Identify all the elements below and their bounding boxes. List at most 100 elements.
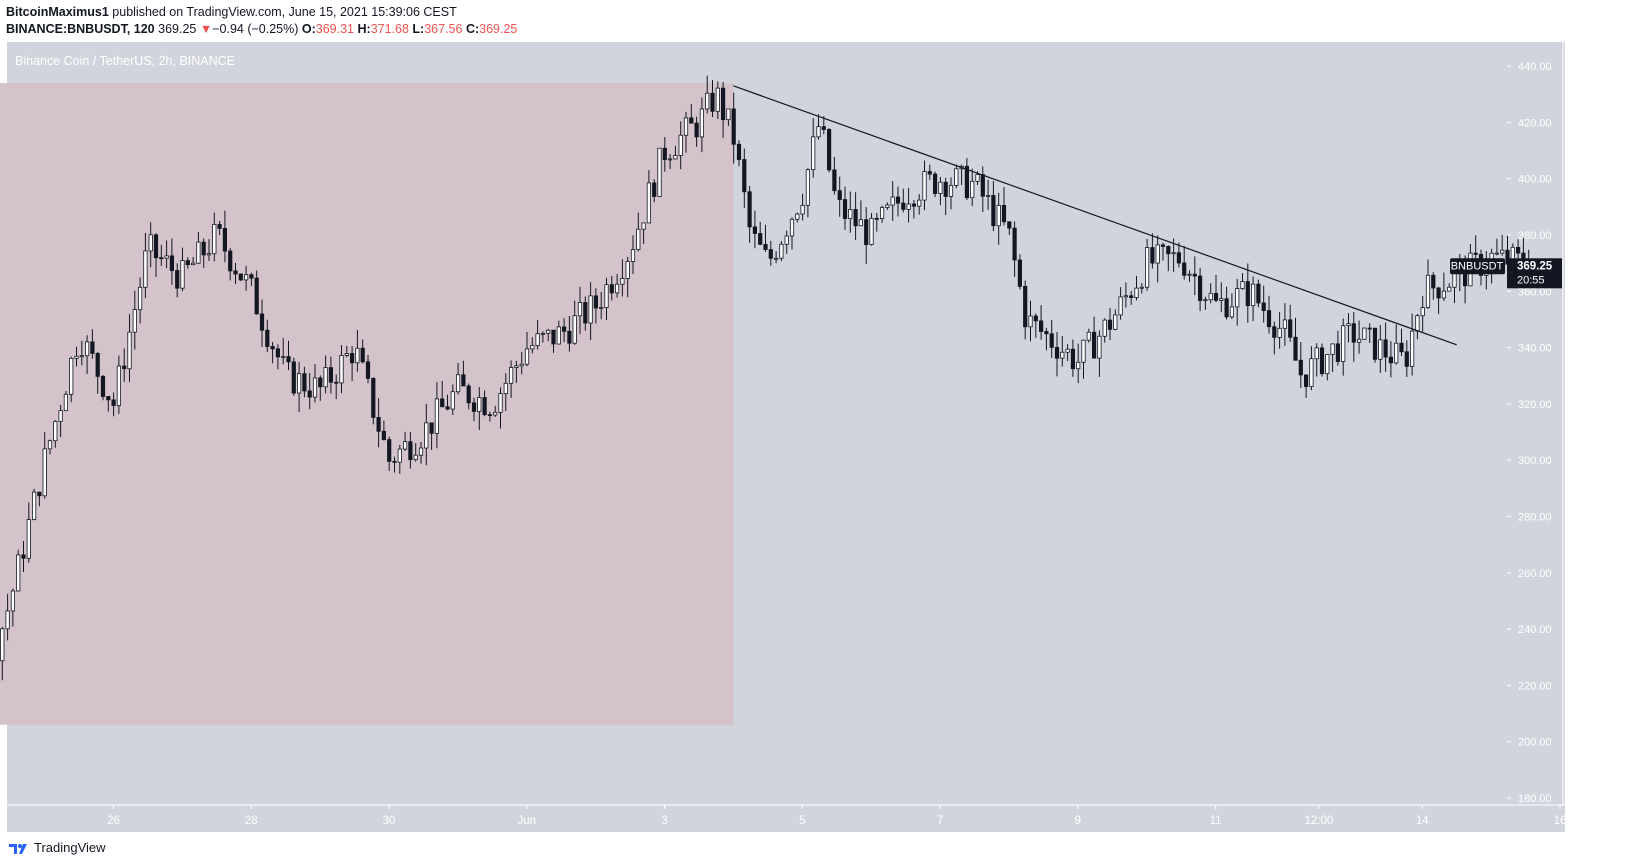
candle-body (1160, 244, 1166, 247)
candle-body (678, 134, 683, 156)
candle-body (355, 347, 360, 364)
candle-body (1500, 249, 1505, 254)
candle-body (1346, 323, 1351, 327)
high-label: H: (357, 22, 371, 36)
x-tick-label: 14 (1416, 815, 1429, 827)
author-name[interactable]: BitcoinMaximus1 (6, 5, 109, 19)
candle-body (1516, 246, 1521, 254)
candle-body (296, 373, 302, 394)
candle-body (1367, 327, 1372, 330)
candle-body (800, 204, 805, 215)
candle-body (795, 213, 800, 220)
candle-body (69, 357, 74, 395)
descending-trendline (733, 85, 1457, 346)
candle-body (1134, 287, 1139, 298)
candle-body (1447, 286, 1452, 292)
candle-body (1166, 246, 1171, 255)
candle-body (175, 270, 180, 289)
candle-body (349, 353, 355, 364)
candle-body (1378, 339, 1383, 360)
candle-body (1335, 343, 1340, 362)
candle-body (1399, 342, 1404, 353)
candle-body (1076, 361, 1081, 370)
candle-body (1070, 348, 1075, 370)
candle-body (789, 218, 795, 237)
x-tick-label: 3 (661, 815, 667, 827)
candle-body (1404, 351, 1409, 367)
candle-body (1224, 298, 1229, 318)
candle-body (291, 361, 296, 394)
change-value: −0.94 (−0.25%) (212, 22, 299, 36)
candle-body (5, 610, 10, 630)
candle-body (736, 143, 742, 160)
candle-body (1060, 351, 1065, 359)
highlight-zone (0, 83, 734, 725)
candle-body (853, 209, 858, 227)
candle-body (620, 278, 625, 285)
candle-body (556, 326, 561, 345)
candle-body (79, 355, 84, 358)
candle-body (1023, 285, 1028, 328)
x-tick-label: 28 (245, 815, 258, 827)
candle-body (837, 190, 842, 200)
candle-body (530, 345, 535, 350)
candle-body (387, 439, 392, 462)
candle-body (1113, 314, 1118, 330)
candle-body (206, 253, 212, 256)
candle-body (742, 159, 747, 193)
candle-body (445, 406, 450, 410)
candle-body (1282, 319, 1287, 329)
candle-body (1049, 333, 1054, 348)
candle-body (413, 454, 418, 461)
close-value: 369.25 (479, 22, 518, 36)
candle-body (249, 274, 254, 279)
candle-body (540, 332, 546, 335)
candle-body (1182, 262, 1187, 276)
candle-body (779, 243, 784, 259)
candle-body (1420, 307, 1425, 317)
candle-body (1372, 327, 1378, 360)
candle-body (1097, 335, 1102, 359)
candle-body (180, 260, 185, 289)
candle-body (1208, 292, 1213, 301)
candle-body (1092, 331, 1097, 359)
candle-body (1388, 356, 1393, 364)
candle-body (991, 195, 996, 227)
candle-body (63, 393, 68, 412)
candle-body (344, 353, 349, 356)
candle-body (885, 204, 890, 208)
y-tick-label: 240.00 (1518, 624, 1552, 636)
x-tick-label: 26 (107, 815, 120, 827)
x-tick-label: 30 (383, 815, 396, 827)
tradingview-footer[interactable]: TradingView (8, 840, 106, 855)
candle-body (758, 233, 763, 245)
candle-body (1298, 359, 1303, 376)
candle-body (42, 448, 47, 497)
y-tick-label: 200.00 (1518, 737, 1552, 749)
candle-body (1494, 252, 1499, 255)
candle-body (689, 117, 694, 124)
low-value: 367.56 (424, 22, 463, 36)
candle-body (450, 391, 455, 410)
candle-body (95, 353, 100, 377)
candle-body (143, 250, 148, 288)
candle-body (508, 367, 514, 384)
open-value: 369.31 (315, 22, 354, 36)
candle-body (805, 169, 811, 206)
candle-body (911, 203, 917, 207)
candle-body (657, 147, 662, 197)
candle-body (116, 365, 121, 407)
candle-body (546, 329, 551, 334)
candle-body (1425, 274, 1431, 309)
candle-body (190, 262, 196, 266)
x-tick-label: 9 (1075, 815, 1081, 827)
candle-body (466, 385, 471, 404)
candle-body (599, 307, 604, 309)
candle-body (424, 422, 429, 449)
symbol-label[interactable]: BINANCE:BNBUSDT, 120 (6, 22, 155, 36)
candle-body (652, 182, 657, 197)
last-price-tag: 369.25 (1517, 260, 1553, 272)
candle-body (100, 375, 106, 397)
candle-body (1176, 252, 1181, 264)
